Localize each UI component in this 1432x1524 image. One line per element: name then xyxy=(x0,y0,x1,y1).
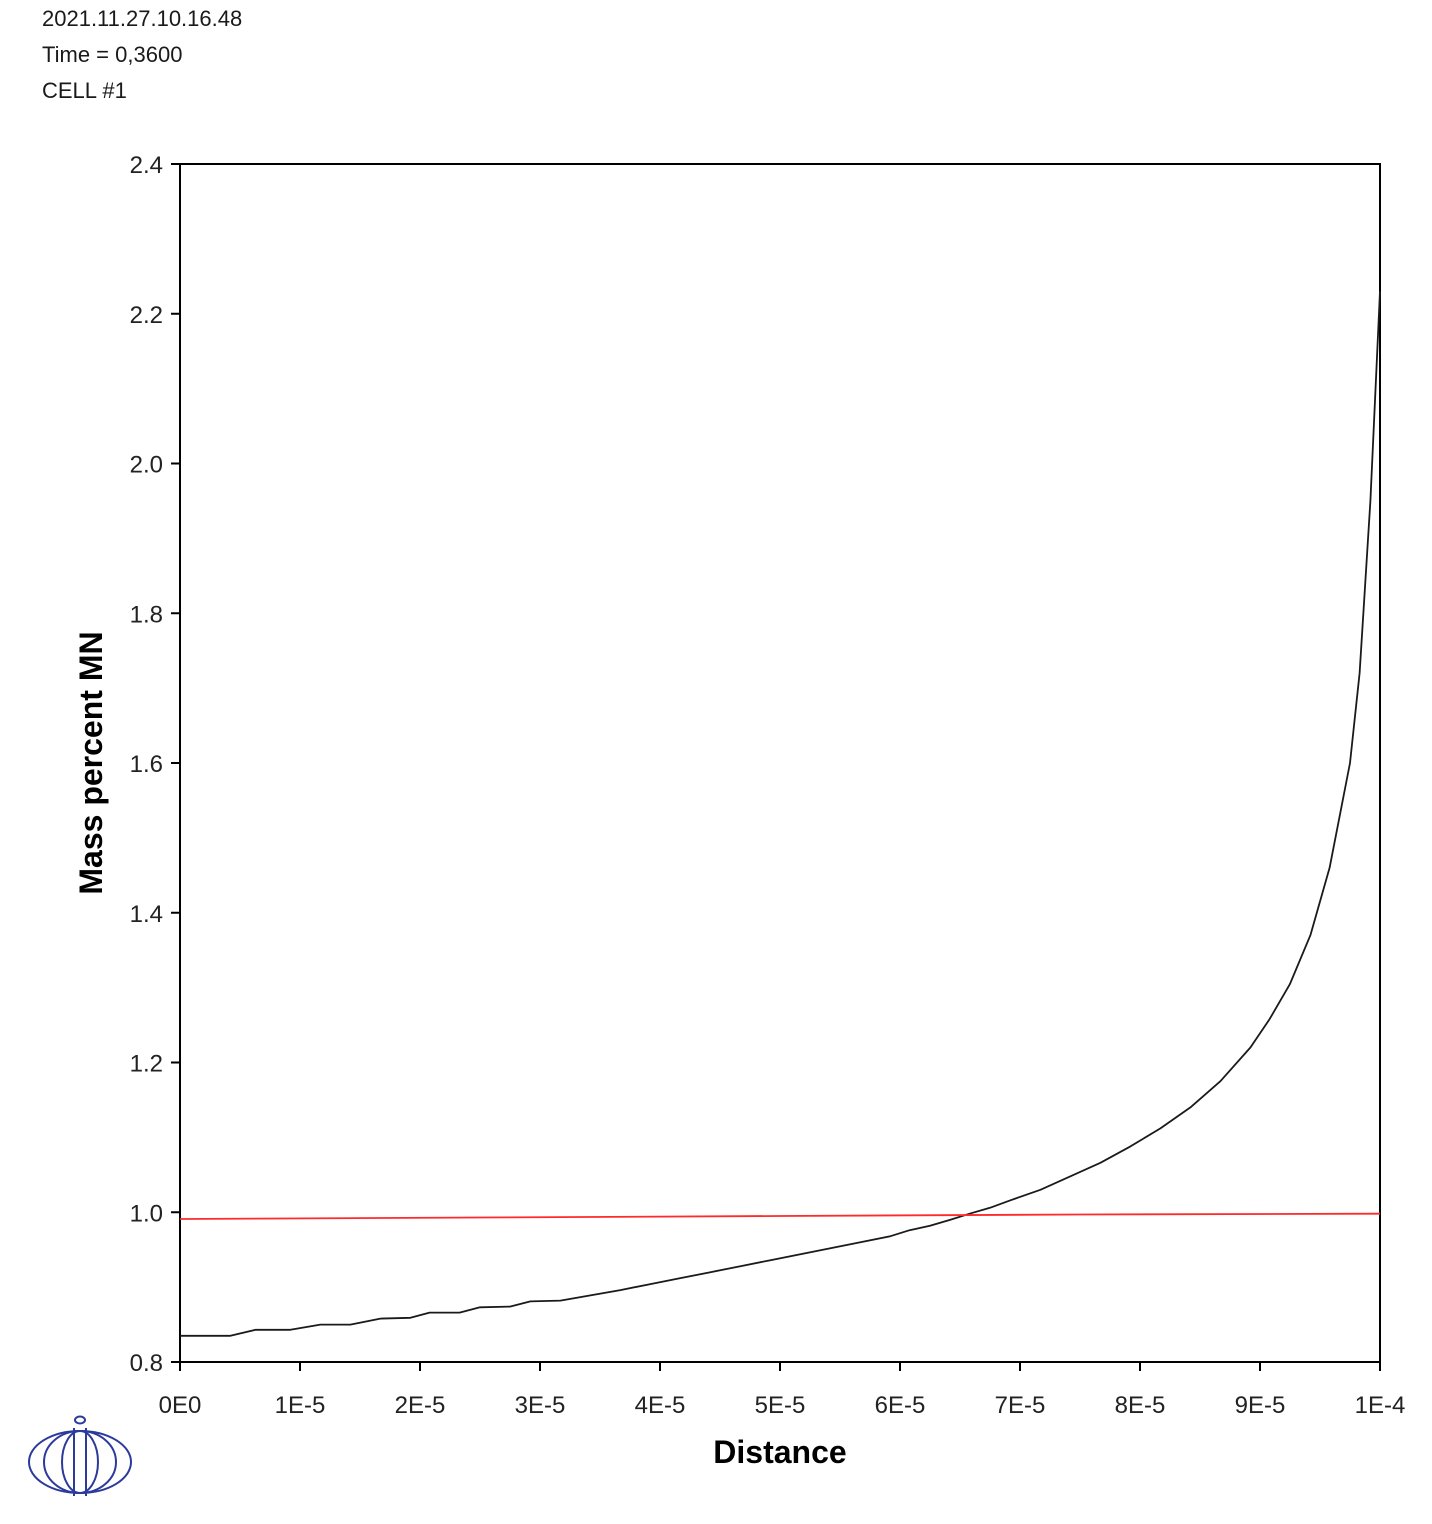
y-tick-label: 1.6 xyxy=(130,751,163,778)
series-line-1 xyxy=(180,291,1381,1337)
y-axis-title: Mass percent MN xyxy=(73,631,109,894)
x-tick-label: 9E-5 xyxy=(1235,1392,1286,1419)
plot-area-frame xyxy=(179,163,1381,1363)
cell-label: CELL #1 xyxy=(42,78,127,103)
thermo-calc-logo-icon xyxy=(28,1415,132,1496)
y-tick-label: 2.2 xyxy=(130,302,163,329)
y-tick-label: 2.4 xyxy=(130,152,163,179)
x-tick-label: 2E-5 xyxy=(395,1392,446,1419)
x-tick-label: 3E-5 xyxy=(515,1392,566,1419)
x-tick-label: 8E-5 xyxy=(1115,1392,1166,1419)
y-tick-label: 1.8 xyxy=(130,601,163,628)
series-layer xyxy=(179,291,1381,1337)
series-line-2 xyxy=(179,1212,1381,1220)
x-tick-label: 5E-5 xyxy=(755,1392,806,1419)
x-tick-label: 1E-5 xyxy=(275,1392,326,1419)
x-tick-label: 7E-5 xyxy=(995,1392,1046,1419)
x-axis: 0E0 1E-5 2E-5 3E-5 4E-5 5E-5 6E-5 7E-5 8E-5 9E-5 1… xyxy=(159,1362,1406,1419)
y-tick-label: 1.0 xyxy=(130,1200,163,1227)
x-tick-label: 6E-5 xyxy=(875,1392,926,1419)
y-tick-label: 2.0 xyxy=(130,452,163,479)
timestamp-label: 2021.11.27.10.16.48 xyxy=(42,6,243,31)
y-tick-label: 1.2 xyxy=(130,1051,163,1078)
y-tick-label: 1.4 xyxy=(130,901,163,928)
x-tick-label: 0E0 xyxy=(159,1392,202,1419)
x-axis-title: Distance xyxy=(713,1434,846,1470)
time-label: Time = 0,3600 xyxy=(42,42,183,67)
x-tick-label: 1E-4 xyxy=(1355,1392,1406,1419)
x-tick-label: 4E-5 xyxy=(635,1392,686,1419)
y-axis: 0.8 1.0 1.2 1.4 1.6 1.8 2.0 2.2 2.4 xyxy=(130,152,180,1377)
y-tick-label: 0.8 xyxy=(130,1350,163,1377)
